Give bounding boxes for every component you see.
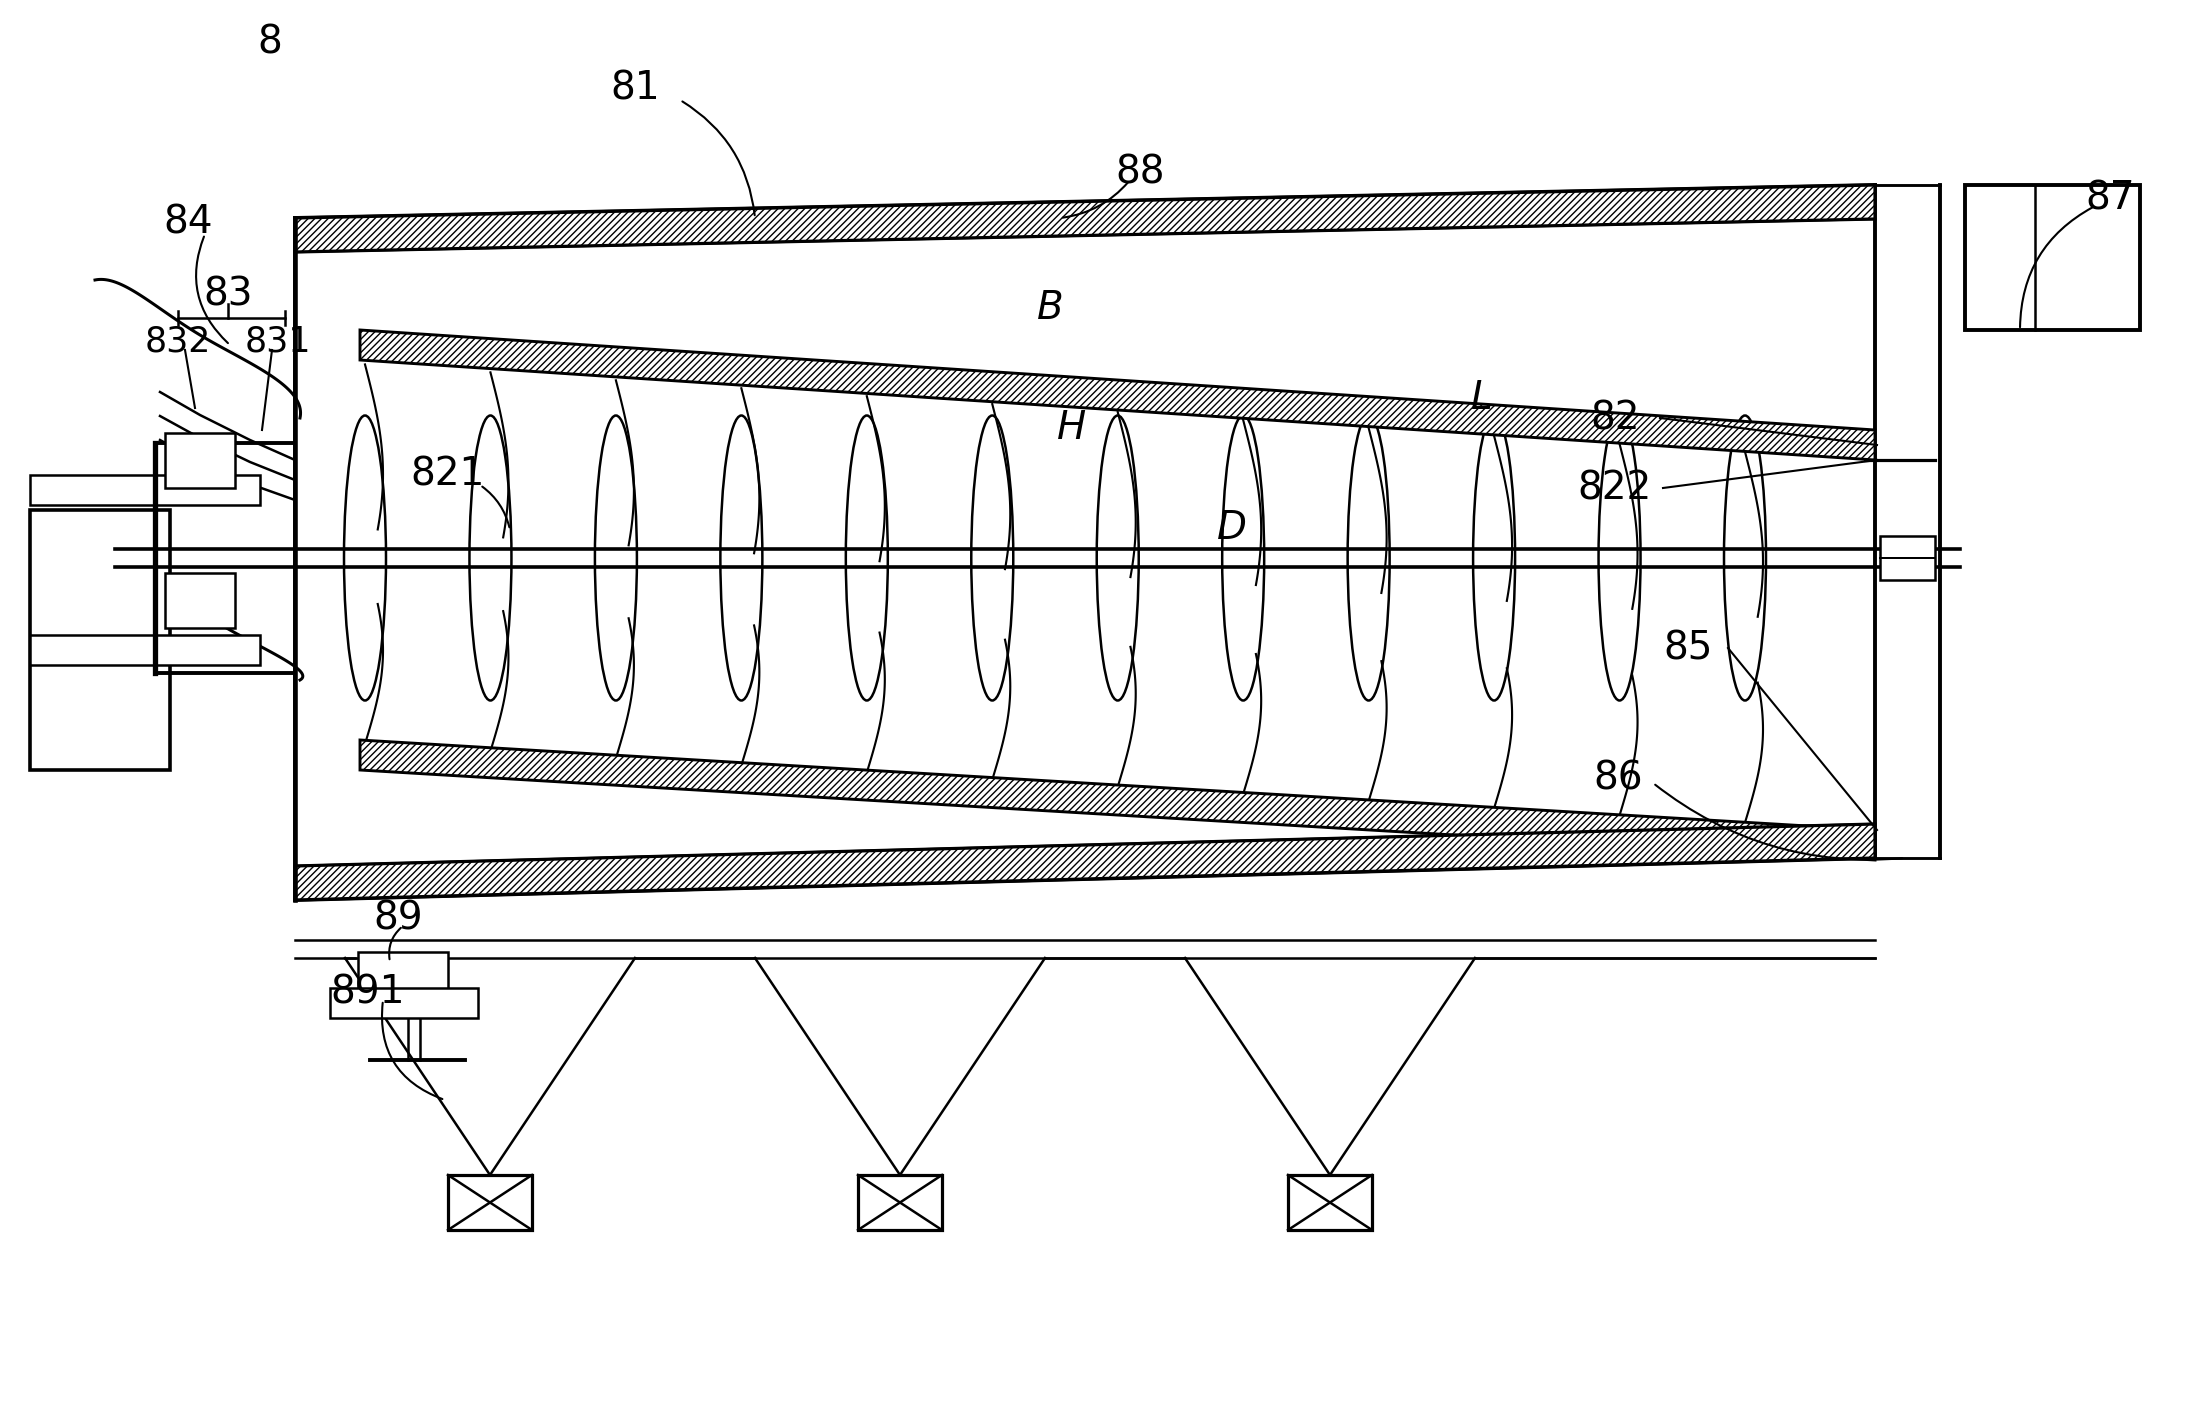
Text: 831: 831	[246, 325, 312, 359]
Bar	[1966, 184, 2139, 330]
Ellipse shape	[972, 415, 1014, 700]
Polygon shape	[294, 824, 1876, 900]
Text: 87: 87	[2084, 179, 2135, 217]
Text: 832: 832	[145, 325, 211, 359]
Text: D: D	[1218, 509, 1246, 547]
Bar	[31, 475, 261, 505]
Text: 89: 89	[373, 899, 423, 937]
Text: 891: 891	[331, 973, 406, 1011]
Text: 822: 822	[1577, 469, 1652, 508]
Bar	[31, 635, 261, 665]
Bar	[165, 432, 235, 488]
Bar	[358, 951, 448, 1000]
Ellipse shape	[1472, 415, 1516, 700]
Polygon shape	[360, 330, 1876, 459]
Text: 84: 84	[162, 203, 213, 241]
Polygon shape	[294, 184, 1876, 252]
Ellipse shape	[1222, 415, 1264, 700]
Ellipse shape	[470, 415, 511, 700]
Text: 88: 88	[1115, 153, 1165, 191]
Text: 8: 8	[257, 23, 283, 61]
Text: 81: 81	[610, 69, 660, 106]
Bar	[1880, 536, 1935, 580]
Ellipse shape	[344, 415, 386, 700]
Bar	[329, 988, 478, 1018]
Ellipse shape	[847, 415, 889, 700]
Ellipse shape	[1097, 415, 1139, 700]
Ellipse shape	[595, 415, 636, 700]
Bar	[858, 1176, 941, 1229]
Text: B: B	[1038, 289, 1064, 328]
Text: H: H	[1058, 408, 1086, 447]
Text: 86: 86	[1593, 759, 1643, 797]
Polygon shape	[360, 740, 1876, 859]
Text: 83: 83	[204, 277, 252, 313]
Text: 821: 821	[410, 457, 485, 493]
Bar	[448, 1176, 531, 1229]
Ellipse shape	[1347, 415, 1389, 700]
Text: 82: 82	[1591, 398, 1639, 437]
Text: 85: 85	[1663, 630, 1714, 666]
Text: L: L	[1472, 379, 1492, 417]
Bar	[31, 510, 169, 770]
Ellipse shape	[1599, 415, 1641, 700]
Bar	[165, 573, 235, 628]
Bar	[1288, 1176, 1371, 1229]
Ellipse shape	[1724, 415, 1766, 700]
Ellipse shape	[720, 415, 761, 700]
